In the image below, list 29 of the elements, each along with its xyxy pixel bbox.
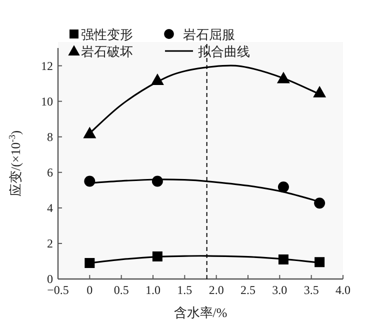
y-tick-label: 2	[47, 236, 53, 250]
point	[278, 181, 289, 192]
y-tick-label: 10	[41, 94, 53, 108]
x-axis-title: 含水率/%	[174, 305, 228, 320]
y-tick-label: 0	[47, 272, 53, 286]
point	[84, 176, 96, 187]
point	[84, 258, 95, 268]
x-tick-label: 1.0	[146, 283, 160, 297]
x-tick-label: 1.5	[177, 283, 192, 297]
point	[314, 257, 325, 268]
legend-label: 岩石破坏	[81, 44, 133, 59]
point	[83, 126, 96, 138]
x-tick-label: 4.0	[336, 283, 350, 297]
x-tick-label: 3.0	[272, 283, 288, 297]
x-tick-label: 2.5	[240, 283, 256, 297]
point	[313, 86, 326, 98]
legend-label: 强性变形	[81, 27, 133, 42]
legend-label: 拟合曲线	[198, 44, 250, 59]
x-tick-label: −0.5	[47, 283, 69, 297]
y-tick-label: 4	[47, 200, 53, 215]
legend-label: 岩石屈服	[183, 27, 235, 42]
y-tick-label: 6	[47, 165, 53, 180]
y-tick-label: 8	[47, 130, 53, 144]
x-tick-label: 0	[86, 283, 93, 297]
x-tick-label: 0.5	[114, 283, 129, 297]
x-tick-label: 2.0	[208, 283, 224, 297]
x-tick-label: 3.5	[304, 283, 319, 297]
point	[314, 198, 326, 209]
y-tick-label: 12	[41, 58, 53, 73]
